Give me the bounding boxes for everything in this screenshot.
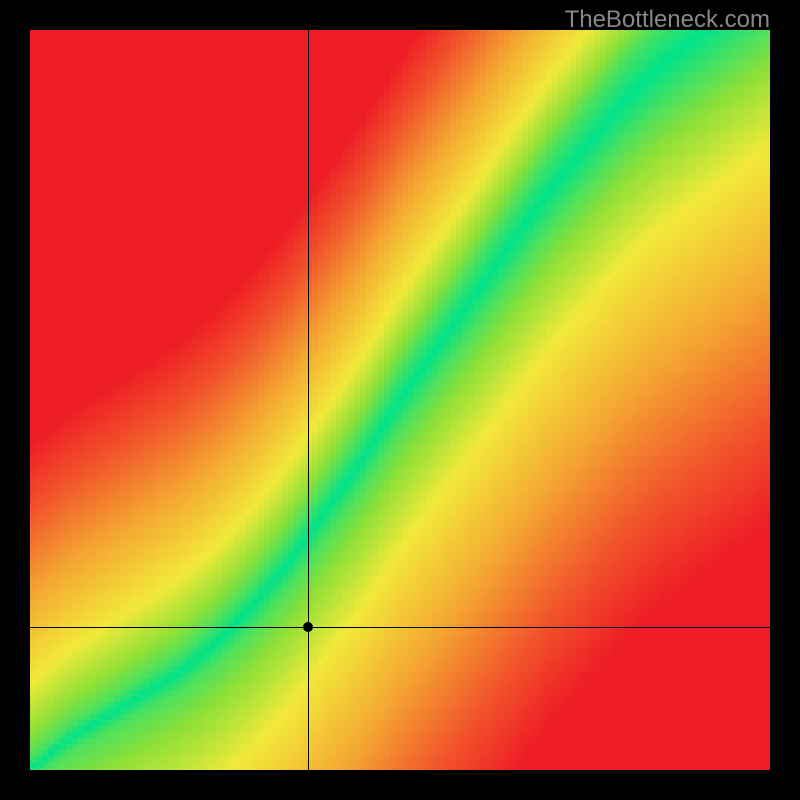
plot-area <box>30 30 770 770</box>
crosshair-horizontal <box>30 627 770 628</box>
chart-container: TheBottleneck.com <box>0 0 800 800</box>
crosshair-point <box>303 622 313 632</box>
crosshair-vertical <box>308 30 309 770</box>
watermark-text: TheBottleneck.com <box>565 6 770 34</box>
heatmap-canvas <box>30 30 770 770</box>
